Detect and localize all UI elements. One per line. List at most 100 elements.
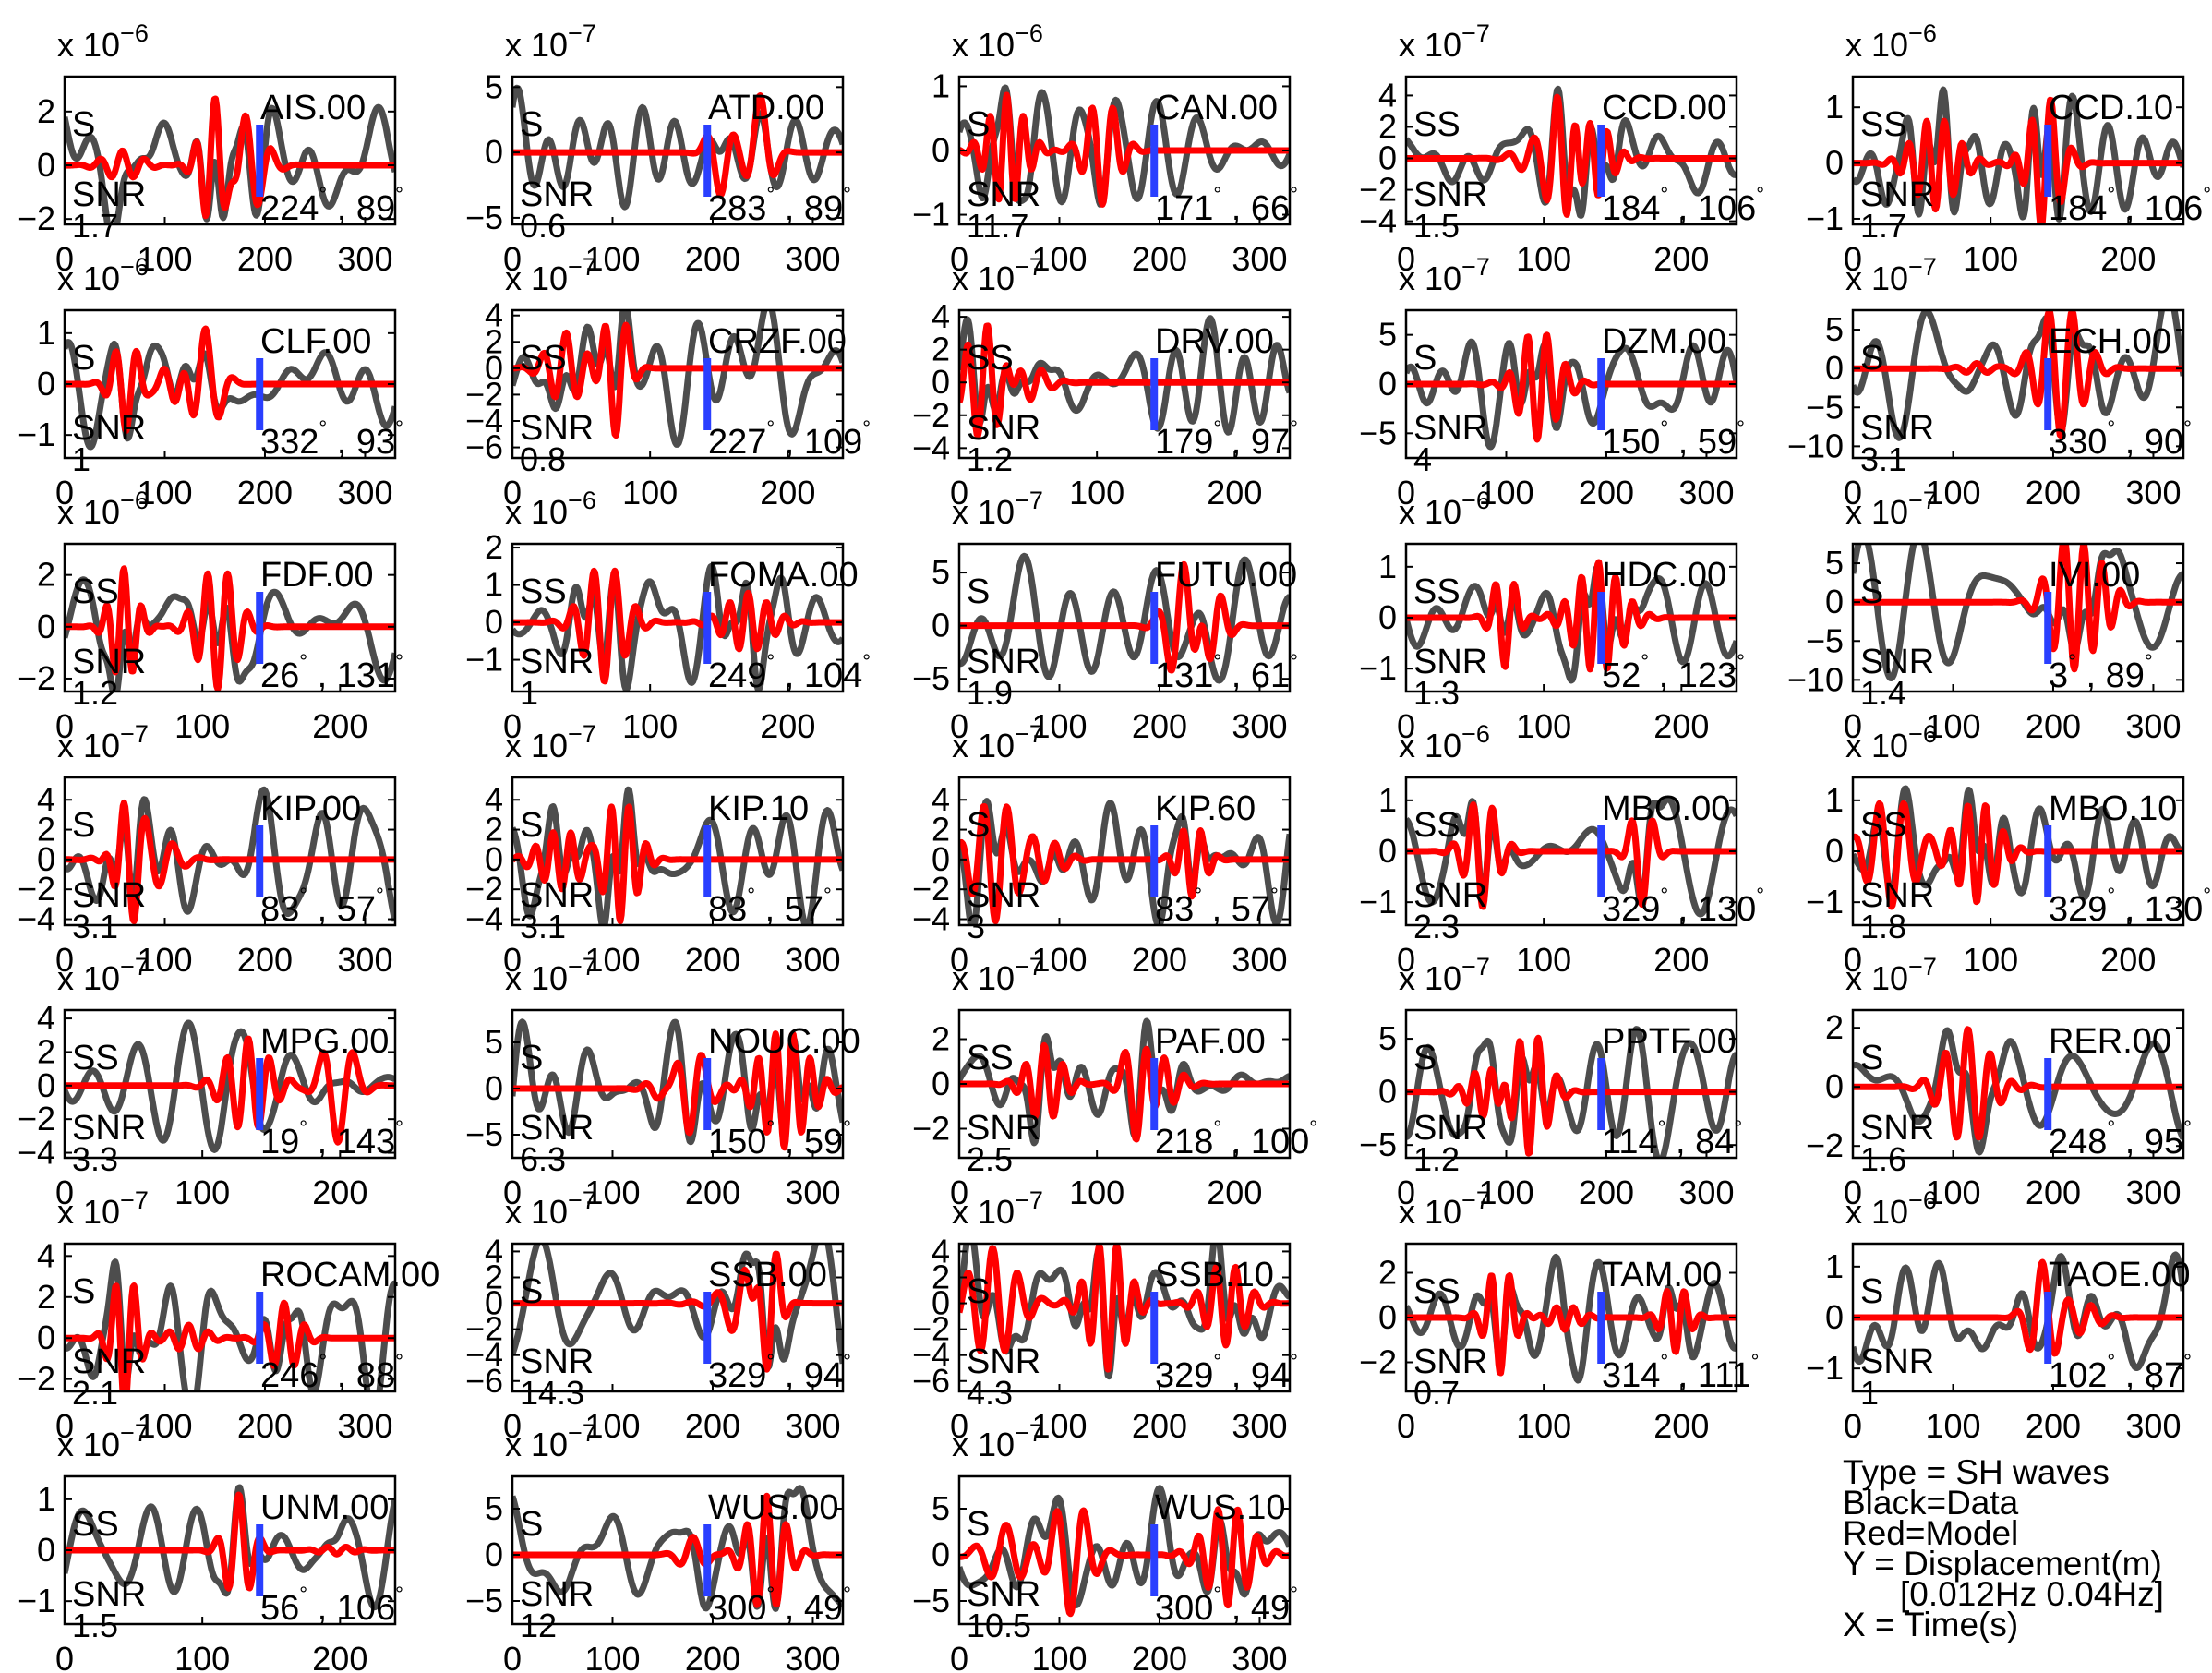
snr-label: SNR (520, 643, 594, 681)
y-tick-label: −2 (465, 1310, 503, 1348)
y-tick-label: −2 (18, 1100, 55, 1137)
snr-value: 3.3 (72, 1140, 118, 1178)
y-tick-label: −2 (465, 375, 503, 413)
snr-label: SNR (72, 409, 146, 448)
y-tick-label: 1 (932, 66, 950, 104)
station-label: HDC.00 (1602, 556, 1726, 595)
model-trace (1853, 800, 2183, 910)
phase-label: SS (520, 339, 567, 378)
y-tick-label: 4 (932, 780, 950, 818)
snr-label: SNR (967, 643, 1040, 681)
x-tick-label: 0 (1844, 941, 1862, 979)
x-tick-label: 100 (174, 1640, 230, 1673)
y-tick-label: −5 (1806, 621, 1844, 659)
azimuth-distance-label: 283° , 89° (708, 183, 851, 228)
y-exponent-label: x 10−7 (505, 953, 596, 997)
model-trace (1406, 331, 1737, 443)
y-tick-label: −1 (18, 415, 55, 453)
x-tick-label: 200 (2026, 707, 2081, 745)
snr-label: SNR (72, 1575, 146, 1614)
x-tick-label: 0 (1397, 474, 1415, 512)
y-tick-label: 0 (485, 1535, 503, 1573)
snr-label: SNR (72, 1342, 146, 1381)
x-tick-label: 0 (503, 474, 522, 512)
phase-label: S (967, 105, 990, 144)
y-exponent-label: x 10−7 (505, 1186, 596, 1231)
azimuth-distance-label: 3° , 89° (2049, 650, 2153, 695)
y-tick-label: 2 (932, 1258, 950, 1295)
y-tick-label: −2 (18, 199, 55, 237)
x-tick-label: 200 (1207, 474, 1262, 512)
y-exponent-label: x 10−7 (505, 253, 596, 297)
snr-label: SNR (72, 1109, 146, 1148)
station-label: PAF.00 (1155, 1022, 1266, 1061)
y-tick-label: −4 (912, 900, 950, 938)
station-label: FDF.00 (260, 556, 373, 595)
x-tick-label: 200 (685, 1407, 740, 1445)
y-tick-label: 0 (932, 363, 950, 401)
y-tick-label: −1 (18, 1582, 55, 1619)
model-trace (1853, 1258, 2183, 1357)
y-tick-label: 2 (1378, 107, 1397, 145)
y-tick-label: 1 (1825, 1247, 1844, 1285)
x-tick-label: 100 (1031, 707, 1087, 745)
y-exponent-label: x 10−7 (505, 1419, 596, 1463)
azimuth-distance-label: 56° , 106° (260, 1583, 403, 1628)
y-tick-label: −2 (912, 1109, 950, 1147)
x-tick-label: 200 (237, 474, 293, 512)
x-tick-label: 200 (312, 1174, 367, 1211)
phase-label: S (520, 1505, 543, 1544)
data-trace (959, 315, 1290, 436)
azimuth-distance-label: 184° , 106° (1602, 183, 1764, 228)
x-tick-label: 100 (1516, 707, 1571, 745)
y-exponent-label: x 10−7 (57, 720, 149, 764)
snr-label: SNR (520, 409, 594, 448)
axes-box (511, 776, 845, 927)
station-label: DZM.00 (1602, 322, 1726, 361)
y-tick-label: −4 (912, 428, 950, 466)
y-tick-label: 5 (485, 1023, 503, 1061)
y-tick-label: 2 (485, 1258, 503, 1295)
x-tick-label: 300 (337, 1407, 392, 1445)
phase-label: SS (72, 1505, 119, 1544)
y-tick-label: −5 (1359, 1125, 1397, 1163)
snr-value: 1.7 (72, 207, 118, 245)
y-tick-label: −5 (912, 659, 950, 697)
data-trace (512, 84, 843, 211)
data-trace (512, 1244, 843, 1371)
data-trace (1853, 785, 2183, 901)
model-trace (1406, 1272, 1737, 1377)
x-tick-label: 200 (237, 240, 293, 278)
y-tick-label: 0 (485, 603, 503, 641)
y-tick-label: −2 (18, 1360, 55, 1398)
x-tick-label: 100 (1925, 1407, 1980, 1445)
snr-value: 1.9 (967, 674, 1013, 712)
phase-label: SS (1413, 1272, 1461, 1311)
y-tick-label: 5 (1825, 310, 1844, 348)
station-label: WUS.10 (1155, 1488, 1285, 1527)
station-label: KIP.10 (708, 789, 809, 828)
snr-label: SNR (520, 1342, 594, 1381)
azimuth-distance-label: 171° , 66° (1155, 183, 1298, 228)
x-tick-label: 0 (503, 707, 522, 745)
y-tick-label: −2 (912, 870, 950, 908)
axes-box (1404, 1008, 1738, 1160)
snr-value: 1.2 (1413, 1140, 1460, 1178)
y-tick-label: 2 (932, 331, 950, 368)
y-tick-label: −1 (465, 641, 503, 679)
x-tick-label: 0 (55, 941, 74, 979)
y-tick-label: −10 (1787, 660, 1844, 698)
y-exponent-label: x 10−7 (57, 1186, 149, 1231)
azimuth-distance-label: 227° , 109° (708, 416, 871, 462)
snr-value: 1.7 (1860, 207, 1906, 245)
station-label: PPTF.00 (1602, 1022, 1737, 1061)
y-tick-label: −6 (465, 428, 503, 466)
y-tick-label: 0 (1825, 832, 1844, 870)
snr-label: SNR (1860, 175, 1934, 214)
y-tick-label: 2 (37, 556, 55, 594)
x-tick-label: 100 (137, 474, 192, 512)
azimuth-distance-label: 332° , 93° (260, 416, 403, 462)
